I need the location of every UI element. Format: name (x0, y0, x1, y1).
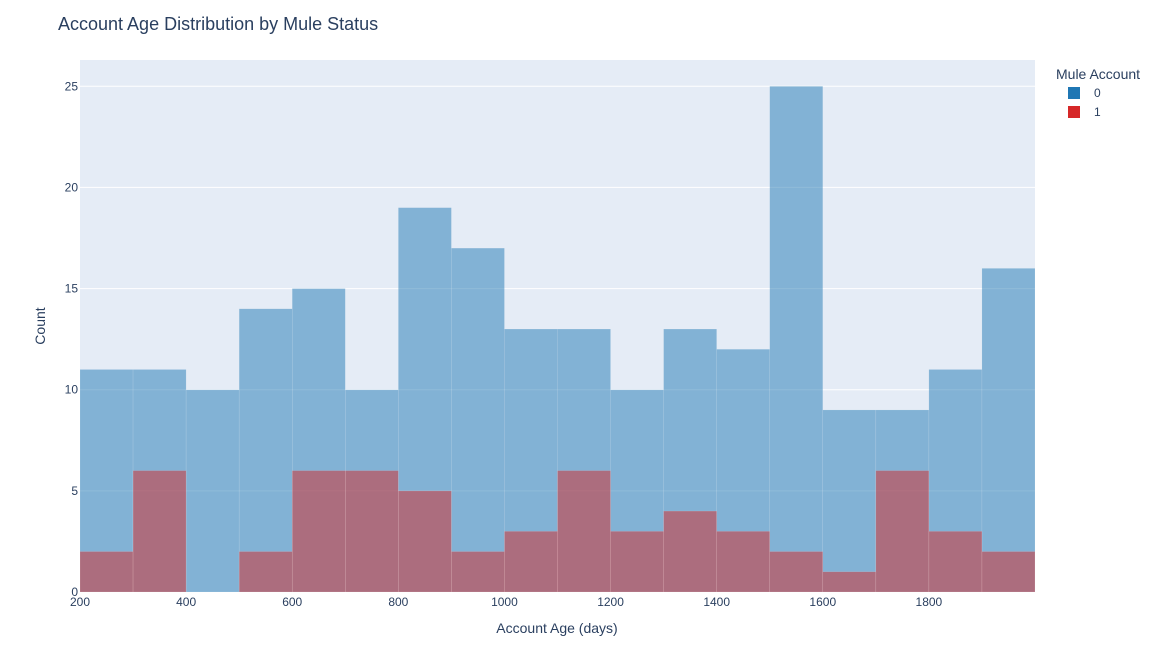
y-tick-label: 20 (65, 180, 79, 194)
bar-series-1[interactable] (769, 551, 824, 593)
legend-swatch-1[interactable] (1068, 106, 1080, 118)
bar-series-1[interactable] (981, 551, 1036, 593)
x-tick-label: 1200 (597, 595, 624, 609)
x-tick-label: 800 (388, 595, 408, 609)
bar-series-1[interactable] (398, 490, 452, 593)
y-tick-label: 15 (65, 282, 79, 296)
y-tick-label: 5 (71, 484, 78, 498)
bars (79, 86, 1036, 593)
x-axis-ticks: 200 400 600 800 1000 1200 1400 1600 1800 (70, 595, 943, 609)
bar-series-1[interactable] (451, 551, 505, 593)
bar-series-1[interactable] (610, 531, 664, 593)
legend-title: Mule Account (1056, 66, 1140, 82)
bar-series-0[interactable] (822, 409, 877, 593)
bar-series-1[interactable] (716, 531, 770, 593)
x-tick-label: 200 (70, 595, 90, 609)
legend-label-0[interactable]: 0 (1094, 86, 1101, 100)
bar-series-1[interactable] (875, 470, 930, 593)
bar-series-1[interactable] (557, 470, 611, 593)
bar-series-1[interactable] (291, 470, 346, 593)
x-axis-title: Account Age (days) (496, 620, 617, 636)
bar-series-1[interactable] (238, 551, 293, 593)
y-axis-ticks: 0 5 10 15 20 25 (65, 79, 79, 599)
y-tick-label: 0 (71, 585, 78, 599)
x-tick-label: 600 (282, 595, 302, 609)
bar-series-1[interactable] (345, 470, 399, 593)
legend[interactable]: Mule Account 01 (1056, 66, 1140, 119)
bar-series-0[interactable] (981, 268, 1036, 593)
bar-series-1[interactable] (928, 531, 983, 593)
x-tick-label: 1400 (703, 595, 730, 609)
bar-series-1[interactable] (822, 571, 877, 593)
y-axis-title: Count (32, 307, 48, 344)
x-tick-label: 1600 (809, 595, 836, 609)
x-tick-label: 400 (176, 595, 196, 609)
x-tick-label: 1000 (491, 595, 518, 609)
bar-series-0[interactable] (238, 308, 293, 593)
legend-items: 01 (1068, 86, 1101, 119)
legend-label-1[interactable]: 1 (1094, 105, 1101, 119)
bar-series-0[interactable] (185, 389, 240, 593)
x-tick-label: 1800 (916, 595, 943, 609)
y-tick-label: 10 (65, 383, 79, 397)
bar-series-0[interactable] (769, 86, 824, 593)
bar-series-1[interactable] (79, 551, 134, 593)
bar-series-0[interactable] (451, 247, 505, 593)
bar-series-1[interactable] (504, 531, 558, 593)
y-tick-label: 25 (65, 79, 79, 93)
chart-title: Account Age Distribution by Mule Status (58, 14, 378, 34)
legend-swatch-0[interactable] (1068, 87, 1080, 99)
bar-series-1[interactable] (132, 470, 187, 593)
bar-series-1[interactable] (663, 510, 717, 593)
